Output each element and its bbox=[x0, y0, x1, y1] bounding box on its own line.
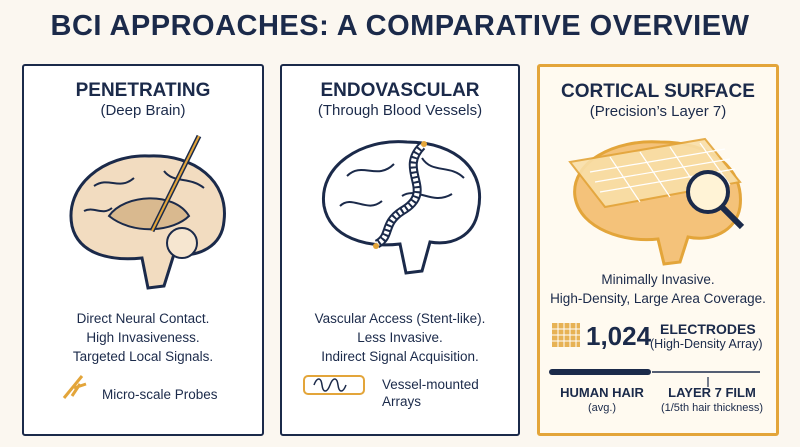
electrode-sublabel: (High-Density Array) bbox=[650, 337, 763, 351]
panel-cortical-surface: CORTICAL SURFACE (Precision’s Layer 7) M… bbox=[537, 64, 779, 436]
description: Minimally Invasive. High-Density, Large … bbox=[540, 270, 776, 308]
brain-illustration bbox=[549, 137, 760, 387]
electrode-count: 1,024 bbox=[586, 321, 652, 351]
description-line: High-Density, Large Area Coverage. bbox=[550, 291, 766, 306]
description-line: Direct Neural Contact. bbox=[76, 311, 210, 326]
legend-line: Micro-scale Probes bbox=[102, 387, 218, 402]
legend-label: Micro-scale Probes bbox=[102, 386, 218, 403]
page-title: BCI APPROACHES: A COMPARATIVE OVERVIEW bbox=[50, 10, 750, 42]
panel-subtitle: (Precision’s Layer 7) bbox=[589, 103, 727, 120]
panel-subtitle: (Deep Brain) bbox=[100, 102, 186, 119]
legend-label: Vessel-mounted Arrays bbox=[382, 376, 479, 410]
panel-subtitle: (Through Blood Vessels) bbox=[317, 102, 483, 119]
description-line: Less Invasive. bbox=[357, 330, 443, 345]
description-line: Targeted Local Signals. bbox=[72, 349, 214, 364]
panel-title: PENETRATING bbox=[75, 80, 211, 101]
legend-line: Vessel-mounted bbox=[382, 377, 479, 392]
brain-illustration bbox=[62, 134, 226, 399]
description: Direct Neural Contact. High Invasiveness… bbox=[24, 309, 262, 366]
comparison-right: LAYER 7 FILM bbox=[668, 385, 756, 400]
comparison-left-note: (avg.) bbox=[587, 402, 617, 414]
description-line: Indirect Signal Acquisition. bbox=[321, 349, 479, 364]
brain-illustration bbox=[303, 140, 481, 395]
panel-title: ENDOVASCULAR bbox=[320, 80, 480, 101]
description-line: Minimally Invasive. bbox=[601, 272, 715, 287]
comparison-left: HUMAN HAIR bbox=[560, 385, 644, 400]
electrode-label: ELECTRODES bbox=[660, 321, 756, 337]
description-line: High Invasiveness. bbox=[86, 330, 200, 345]
description: Vascular Access (Stent-like). Less Invas… bbox=[282, 309, 518, 366]
panel-title: CORTICAL SURFACE bbox=[561, 81, 755, 102]
panel-endovascular: ENDOVASCULAR (Through Blood Vessels) Vas… bbox=[280, 64, 520, 436]
panel-penetrating: PENETRATING (Deep Brain) Direct Neural C… bbox=[22, 64, 264, 436]
legend-line: Arrays bbox=[382, 394, 422, 409]
description-line: Vascular Access (Stent-like). bbox=[314, 311, 486, 326]
comparison-right-note: (1/5th hair thickness) bbox=[660, 402, 764, 414]
